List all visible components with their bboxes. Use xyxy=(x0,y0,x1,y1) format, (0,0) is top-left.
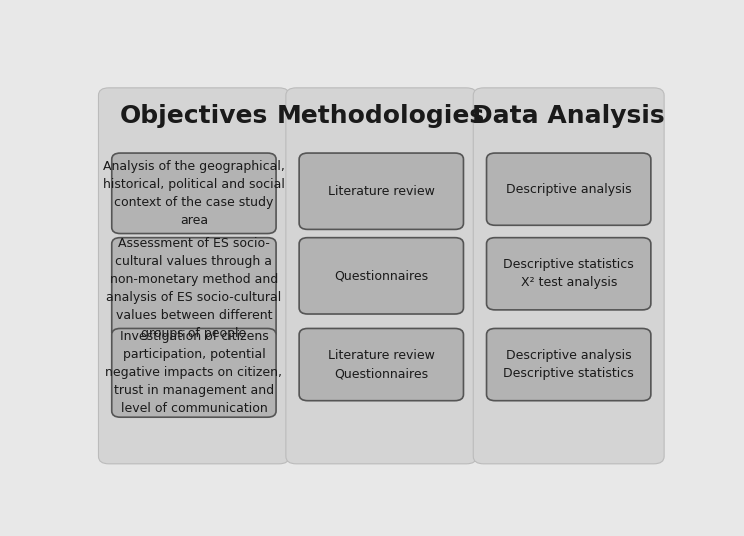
FancyBboxPatch shape xyxy=(112,153,276,234)
FancyBboxPatch shape xyxy=(112,237,276,339)
Text: Descriptive analysis: Descriptive analysis xyxy=(506,183,632,196)
FancyBboxPatch shape xyxy=(487,153,651,225)
FancyBboxPatch shape xyxy=(487,237,651,310)
Text: Questionnaires: Questionnaires xyxy=(334,269,429,282)
Text: Investigation of citizens
participation, potential
negative impacts on citizen,
: Investigation of citizens participation,… xyxy=(106,330,283,415)
FancyBboxPatch shape xyxy=(98,88,289,464)
FancyBboxPatch shape xyxy=(487,329,651,401)
Text: Methodologies: Methodologies xyxy=(278,104,485,128)
Text: Data Analysis: Data Analysis xyxy=(472,104,665,128)
Text: Descriptive statistics
X² test analysis: Descriptive statistics X² test analysis xyxy=(504,258,634,289)
FancyBboxPatch shape xyxy=(299,237,464,314)
Text: Literature review: Literature review xyxy=(328,185,434,198)
FancyBboxPatch shape xyxy=(112,329,276,417)
Text: Analysis of the geographical,
historical, political and social
context of the ca: Analysis of the geographical, historical… xyxy=(103,160,285,227)
Text: Objectives: Objectives xyxy=(120,104,268,128)
FancyBboxPatch shape xyxy=(473,88,664,464)
FancyBboxPatch shape xyxy=(286,88,477,464)
Text: Assessment of ES socio-
cultural values through a
non-monetary method and
analys: Assessment of ES socio- cultural values … xyxy=(106,237,281,340)
Text: Literature review
Questionnaires: Literature review Questionnaires xyxy=(328,349,434,380)
Text: Descriptive analysis
Descriptive statistics: Descriptive analysis Descriptive statist… xyxy=(504,349,634,380)
FancyBboxPatch shape xyxy=(299,329,464,401)
FancyBboxPatch shape xyxy=(299,153,464,229)
